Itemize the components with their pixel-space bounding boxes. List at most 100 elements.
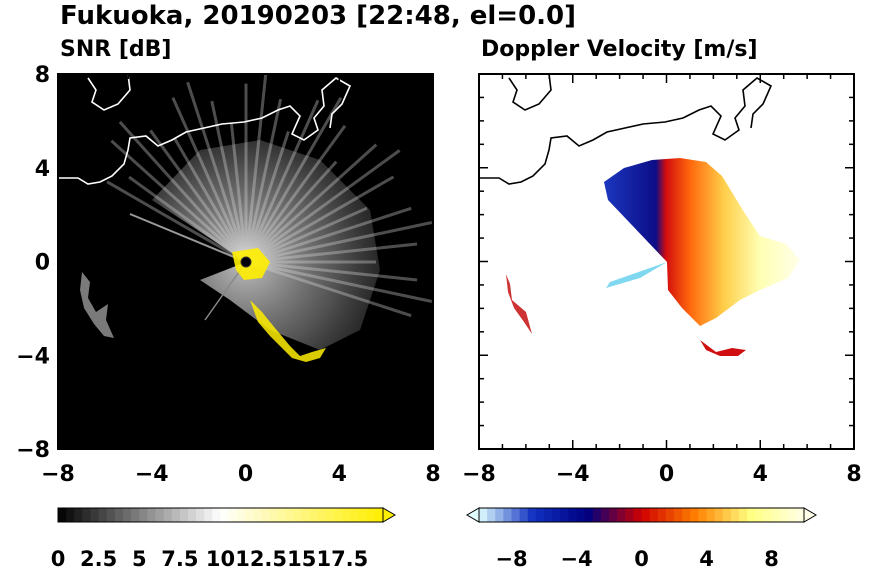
y-tick-label: −8: [16, 438, 50, 463]
colorbar-segment: [633, 508, 642, 522]
colorbar-segment: [479, 508, 488, 522]
colorbar-segment: [171, 508, 181, 522]
colorbar-tick-label: 7.5: [161, 547, 198, 570]
colorbar-segment: [592, 508, 602, 522]
colorbar-segment: [334, 508, 343, 522]
snr-panel: SNR [dB] −8 −4 0 4: [16, 37, 440, 570]
snr-echo-field: [58, 74, 433, 362]
y-tick-label: −4: [16, 344, 50, 369]
colorbar-segment: [301, 508, 311, 522]
colorbar-segment: [188, 508, 197, 522]
colorbar-segment: [560, 508, 569, 522]
colorbar-tick-label: 4: [699, 547, 714, 570]
snr-ray: [245, 221, 433, 264]
snr-ray: [245, 175, 395, 264]
snr-ray: [229, 122, 248, 263]
y-tick-label: 8: [35, 63, 50, 88]
colorbar-segment: [682, 508, 691, 522]
x-tick-label: −8: [462, 462, 496, 487]
colorbar-segment: [244, 508, 254, 522]
snr-ray: [106, 180, 247, 264]
colorbar-extend-min: [466, 507, 480, 523]
doppler-colorbar: [466, 507, 817, 523]
colorbar-segment: [350, 508, 360, 522]
colorbar-segment: [535, 508, 545, 522]
snr-ray: [244, 143, 378, 264]
doppler-island-echo: [506, 274, 532, 334]
x-tick-label: 8: [846, 462, 861, 487]
colorbar-segment: [609, 508, 618, 522]
coastline: [508, 74, 552, 111]
colorbar-segment: [106, 508, 116, 522]
snr-ray: [245, 149, 401, 264]
colorbar-tick-label: 8: [764, 547, 779, 570]
colorbar-tick-label: 2.5: [80, 547, 117, 570]
snr-ticks: [57, 73, 434, 450]
colorbar-segment: [487, 508, 496, 522]
snr-ray: [245, 206, 368, 264]
colorbar-segment: [495, 508, 504, 522]
colorbar-segment: [544, 508, 553, 522]
x-tick-label: 8: [425, 462, 440, 487]
colorbar-segment: [755, 508, 764, 522]
colorbar-segment: [269, 508, 278, 522]
snr-ray: [245, 260, 412, 318]
snr-ray: [245, 260, 433, 303]
snr-beam-line: [129, 213, 247, 263]
snr-ray: [149, 129, 248, 263]
colorbar-segment: [795, 508, 805, 522]
colorbar-segment: [179, 508, 189, 522]
colorbar-extend-max: [382, 507, 396, 523]
colorbar-segment: [228, 508, 238, 522]
y-tick-label: 0: [35, 251, 50, 276]
colorbar-segment: [527, 508, 537, 522]
figure-title: Fukuoka, 20190203 [22:48, el=0.0]: [60, 1, 576, 31]
colorbar-segment: [641, 508, 651, 522]
snr-island-echo: [80, 272, 114, 338]
colorbar-segment: [277, 508, 286, 522]
doppler-clear-beam: [606, 262, 667, 288]
colorbar-segment: [163, 508, 173, 522]
colorbar-segment: [253, 508, 262, 522]
x-tick-label: 0: [659, 462, 674, 487]
colorbar-segment: [155, 508, 165, 522]
doppler-echo-region: [604, 158, 800, 326]
colorbar-tick-label: 12.5: [235, 547, 287, 570]
colorbar-tick-label: 15: [287, 547, 316, 570]
colorbar-segment: [204, 508, 213, 522]
colorbar-extend-max: [803, 507, 817, 523]
colorbar-tick-label: 10: [206, 547, 235, 570]
snr-ray: [244, 98, 283, 263]
colorbar-segment: [123, 508, 132, 522]
colorbar-segment: [285, 508, 295, 522]
coastline: [87, 74, 131, 111]
colorbar-segment: [674, 508, 683, 522]
colorbar-segment: [568, 508, 577, 522]
doppler-x-tick-labels: −8 −4 0 4 8: [462, 462, 862, 487]
colorbar-segment: [690, 508, 699, 522]
colorbar-segment: [657, 508, 667, 522]
colorbar-segment: [584, 508, 594, 522]
coastline: [479, 77, 773, 185]
x-tick-label: −8: [41, 462, 75, 487]
snr-ray: [186, 81, 248, 263]
snr-ray: [171, 97, 248, 263]
colorbar-tick-label: −8: [495, 547, 527, 570]
doppler-echo-field: [479, 74, 800, 356]
colorbar-segment: [342, 508, 351, 522]
snr-ray: [244, 160, 338, 264]
snr-panel-title: SNR [dB]: [60, 37, 171, 62]
colorbar-segment: [625, 508, 634, 522]
colorbar-segment: [66, 508, 75, 522]
colorbar-segment: [747, 508, 756, 522]
colorbar-segment: [114, 508, 124, 522]
colorbar-tick-label: 5: [132, 547, 147, 570]
snr-ray: [244, 124, 347, 263]
colorbar-segment: [649, 508, 659, 522]
colorbar-segment: [236, 508, 246, 522]
snr-echo-region: [152, 140, 380, 350]
snr-ray: [244, 96, 343, 263]
snr-y-tick-labels: 8 4 0 −4 −8: [16, 63, 50, 463]
y-tick-label: 4: [35, 157, 50, 182]
snr-colorbar-labels: 0 2.5 5 7.5 10 12.5 15 17.5: [51, 547, 369, 570]
